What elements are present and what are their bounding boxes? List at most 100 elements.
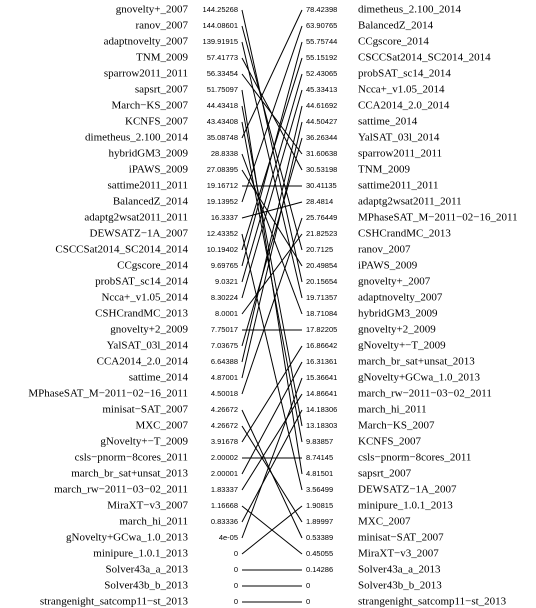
right-name: KCNFS_2007 [358, 436, 421, 448]
right-value: 0.14286 [306, 565, 333, 574]
right-value: 45.33413 [306, 85, 337, 94]
left-name: dimetheus_2.100_2014 [85, 132, 188, 144]
rank-line [241, 121, 303, 379]
left-name: Solver43a_a_2013 [106, 564, 189, 576]
right-value: 0.53389 [306, 533, 333, 542]
right-value: 20.49854 [306, 261, 337, 270]
rank-line [241, 233, 303, 491]
left-value: 144.25268 [203, 5, 238, 14]
left-value: 10.19402 [207, 245, 238, 254]
left-name: MPhaseSAT_M−2011−02−16_2011 [28, 388, 188, 400]
right-value: 14.18306 [306, 405, 337, 414]
right-name: gnovelty+2_2009 [358, 324, 436, 336]
right-name: Solver43a_a_2013 [358, 564, 441, 576]
left-value: 6.64388 [211, 357, 238, 366]
left-value: 44.43418 [207, 101, 238, 110]
right-name: Solver43b_b_2013 [358, 580, 442, 592]
left-value: 2.00001 [211, 469, 238, 478]
left-value: 19.13952 [207, 197, 238, 206]
left-name: gNovelty+−T_2009 [100, 436, 188, 448]
left-value: 8.30224 [211, 293, 238, 302]
rank-line [241, 377, 303, 539]
right-value: 18.71084 [306, 309, 337, 318]
left-name: gnovelty+_2007 [116, 4, 189, 16]
left-value: 4.50018 [211, 389, 238, 398]
left-name: TNM_2009 [136, 52, 188, 64]
right-value: 20.7125 [306, 245, 333, 254]
left-name: adaptnovelty_2007 [104, 36, 189, 48]
left-value: 3.91678 [211, 437, 238, 446]
left-value: 27.08395 [207, 165, 238, 174]
right-value: 30.41135 [306, 181, 337, 190]
left-value: 35.08748 [207, 133, 238, 142]
right-value: 4.81501 [306, 469, 333, 478]
left-name: march_rw−2011−03−02_2011 [54, 484, 188, 496]
rank-line [241, 105, 303, 427]
rank-line [241, 137, 303, 347]
left-name: CCA2014_2.0_2014 [97, 356, 189, 368]
left-value: 9.69765 [211, 261, 238, 270]
left-value: 12.43352 [207, 229, 238, 238]
left-value: 51.75097 [207, 85, 238, 94]
left-name: Ncca+_v1.05_2014 [101, 292, 188, 304]
right-value: 55.75744 [306, 37, 337, 46]
right-value: 9.83857 [306, 437, 333, 446]
left-value: 56.33454 [207, 69, 238, 78]
left-value: 7.03675 [211, 341, 238, 350]
left-name: march_br_sat+unsat_2013 [71, 468, 188, 480]
rank-line [241, 73, 303, 283]
left-name: gnovelty+2_2009 [110, 324, 188, 336]
left-value: 0 [234, 581, 238, 590]
left-value: 0.83336 [211, 517, 238, 526]
left-value: 4.26672 [211, 421, 238, 430]
left-value: 9.0321 [215, 277, 238, 286]
right-value: 0.45055 [306, 549, 333, 558]
right-name: MPhaseSAT_M−2011−02−16_2011 [358, 212, 518, 224]
right-value: 30.53198 [306, 165, 337, 174]
right-name: MiraXT−v3_2007 [358, 548, 439, 560]
right-value: 44.50427 [306, 117, 337, 126]
left-value: 43.43408 [207, 117, 238, 126]
right-name: adaptg2wsat2011_2011 [358, 196, 462, 208]
left-name: DEWSATZ−1A_2007 [90, 228, 189, 240]
right-name: CCgscore_2014 [358, 36, 429, 48]
left-value: 144.08601 [203, 21, 238, 30]
right-value: 1.89997 [306, 517, 333, 526]
right-name: sattime2011_2011 [358, 180, 438, 192]
right-name: ranov_2007 [358, 244, 411, 256]
left-name: Solver43b_b_2013 [104, 580, 188, 592]
right-name: sattime_2014 [358, 116, 418, 128]
right-value: 63.90765 [306, 21, 337, 30]
right-value: 78.42398 [306, 5, 337, 14]
rank-line [241, 505, 303, 555]
left-value: 19.16712 [207, 181, 238, 190]
left-value: 0 [234, 565, 238, 574]
right-value: 19.71357 [306, 293, 337, 302]
right-name: CSCCSat2014_SC2014_2014 [358, 52, 491, 64]
right-name: adaptnovelty_2007 [358, 292, 443, 304]
rank-line [241, 121, 303, 443]
right-value: 8.74145 [306, 453, 333, 462]
rank-line [241, 393, 303, 491]
right-name: BalancedZ_2014 [358, 20, 434, 32]
right-name: march_hi_2011 [358, 404, 427, 416]
right-name: minipure_1.0.1_2013 [358, 500, 453, 512]
left-name: March−KS_2007 [112, 100, 189, 112]
right-value: 31.60638 [306, 149, 337, 158]
left-name: MXC_2007 [135, 420, 188, 432]
right-name: probSAT_sc14_2014 [358, 68, 451, 80]
left-value: 4e-05 [219, 533, 238, 542]
left-value: 1.83337 [211, 485, 238, 494]
left-name: march_hi_2011 [119, 516, 188, 528]
right-value: 13.18303 [306, 421, 337, 430]
right-value: 55.15192 [306, 53, 337, 62]
right-name: Ncca+_v1.05_2014 [358, 84, 445, 96]
rank-line [241, 9, 303, 139]
left-value: 1.16668 [211, 501, 238, 510]
right-value: 16.31361 [306, 357, 337, 366]
right-name: CSHCrandMC_2013 [358, 228, 451, 240]
right-value: 3.56499 [306, 485, 333, 494]
rank-line [241, 345, 303, 443]
right-value: 14.86641 [306, 389, 337, 398]
